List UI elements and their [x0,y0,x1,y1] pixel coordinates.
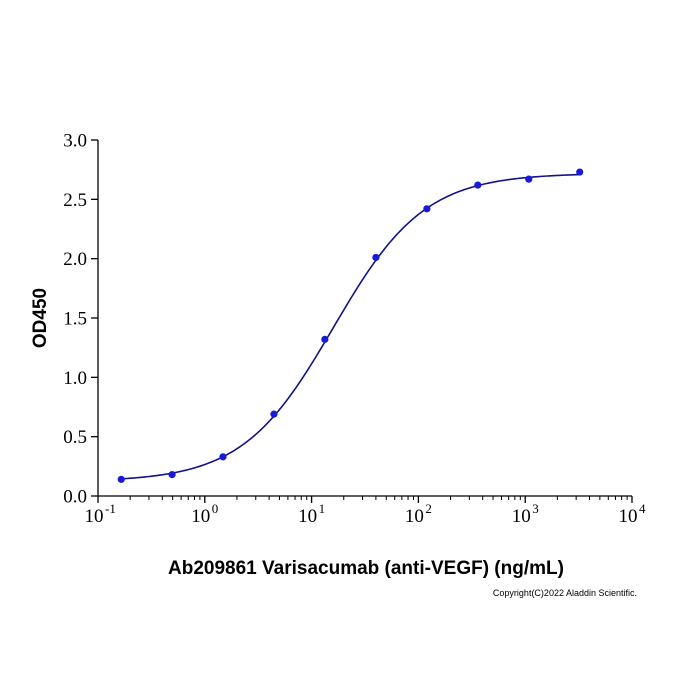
fit-curve [121,173,580,480]
x-tick-label: 10 [298,506,317,527]
x-tick-exponent: 3 [532,501,539,516]
x-tick-base: 10 [512,506,531,527]
x-tick-exponent: 4 [639,501,646,516]
data-point [219,453,227,461]
y-tick-label: 0.0 [63,487,87,508]
axes [97,140,632,497]
x-tick-base: 10 [405,506,424,527]
x-ticks: 10 -1 10 0 10 1 10 2 10 3 10 4 [85,496,646,527]
x-tick-label: 10 [85,506,104,527]
x-tick-label: 10 [191,506,210,527]
copyright-text: Copyright(C)2022 Aladdin Scientific. [493,588,637,598]
data-point [168,471,176,479]
x-tick-exponent: 2 [425,501,432,516]
x-tick-exponent: -1 [105,501,116,516]
data-point [117,475,125,483]
x-tick-base: 10 [191,506,210,527]
data-point [270,410,278,418]
data-points [117,168,584,483]
x-tick-label: 10 [619,506,638,527]
y-tick-label: 0.5 [63,427,87,448]
x-tick-base: 10 [619,506,638,527]
y-axis-title: OD450 [30,288,51,348]
data-point [372,253,380,262]
x-axis-title: Ab209861 Varisacumab (anti-VEGF) (ng/mL) [168,558,564,579]
y-tick-label: 2.0 [63,249,87,270]
y-tick-label: 1.5 [63,309,87,330]
y-ticks: 0.0 0.5 1.0 1.5 2.0 2.5 3.0 [63,131,98,508]
x-tick-base: 10 [298,506,317,527]
y-tick-label: 2.5 [63,190,87,211]
y-tick-label: 3.0 [63,131,87,152]
data-point [576,168,584,176]
x-tick-exponent: 0 [212,501,219,516]
x-tick-exponent: 1 [319,501,326,516]
y-tick-label: 1.0 [63,368,87,389]
x-tick-label: 10 [405,506,424,527]
x-tick-label: 10 [512,506,531,527]
data-point [423,205,431,213]
data-point [525,175,533,183]
x-tick-base: 10 [85,506,104,527]
data-point [474,181,482,189]
data-point [321,335,329,343]
